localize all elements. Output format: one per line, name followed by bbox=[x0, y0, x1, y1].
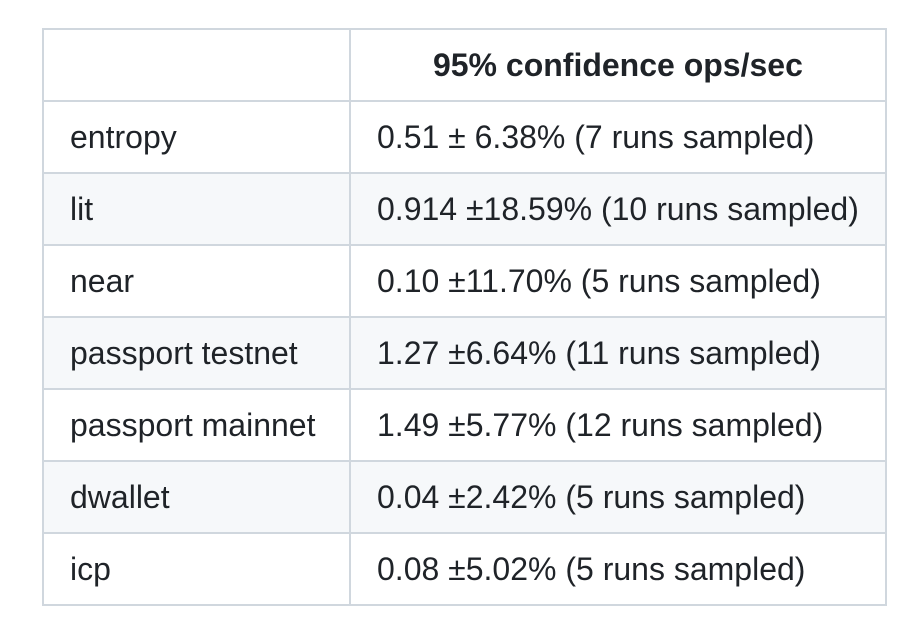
row-value: 0.914 ±18.59% (10 runs sampled) bbox=[349, 172, 887, 246]
table-row: entropy 0.51 ± 6.38% (7 runs sampled) bbox=[42, 100, 887, 174]
table-body: entropy 0.51 ± 6.38% (7 runs sampled) li… bbox=[42, 100, 887, 606]
table-row: passport testnet 1.27 ±6.64% (11 runs sa… bbox=[42, 316, 887, 390]
row-label: lit bbox=[42, 172, 351, 246]
table-row: near 0.10 ±11.70% (5 runs sampled) bbox=[42, 244, 887, 318]
confidence-column-header: 95% confidence ops/sec bbox=[349, 28, 887, 102]
benchmark-table: 95% confidence ops/sec entropy 0.51 ± 6.… bbox=[42, 28, 887, 606]
header-row: 95% confidence ops/sec bbox=[42, 28, 887, 102]
table-row: icp 0.08 ±5.02% (5 runs sampled) bbox=[42, 532, 887, 606]
row-label: entropy bbox=[42, 100, 351, 174]
row-label: passport testnet bbox=[42, 316, 351, 390]
row-label: icp bbox=[42, 532, 351, 606]
empty-header-cell bbox=[42, 28, 351, 102]
row-value: 0.51 ± 6.38% (7 runs sampled) bbox=[349, 100, 887, 174]
row-label: passport mainnet bbox=[42, 388, 351, 462]
table-row: dwallet 0.04 ±2.42% (5 runs sampled) bbox=[42, 460, 887, 534]
row-value: 1.49 ±5.77% (12 runs sampled) bbox=[349, 388, 887, 462]
row-value: 0.08 ±5.02% (5 runs sampled) bbox=[349, 532, 887, 606]
row-value: 0.10 ±11.70% (5 runs sampled) bbox=[349, 244, 887, 318]
table-row: lit 0.914 ±18.59% (10 runs sampled) bbox=[42, 172, 887, 246]
row-value: 1.27 ±6.64% (11 runs sampled) bbox=[349, 316, 887, 390]
row-label: near bbox=[42, 244, 351, 318]
table-row: passport mainnet 1.49 ±5.77% (12 runs sa… bbox=[42, 388, 887, 462]
row-label: dwallet bbox=[42, 460, 351, 534]
table-header: 95% confidence ops/sec bbox=[42, 28, 887, 102]
row-value: 0.04 ±2.42% (5 runs sampled) bbox=[349, 460, 887, 534]
